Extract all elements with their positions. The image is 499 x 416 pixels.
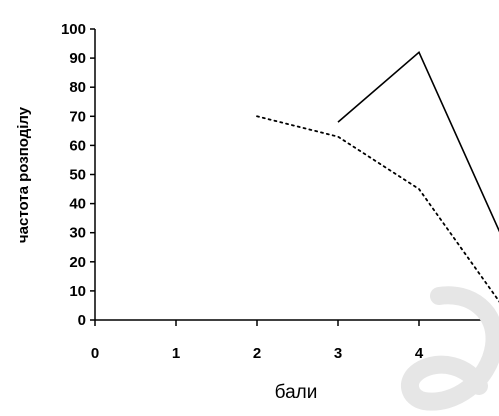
y-tick-label: 60 (69, 137, 86, 154)
y-tick-label: 90 (69, 50, 86, 67)
y-tick-label: 0 (78, 312, 86, 329)
plot-series (257, 52, 499, 302)
y-tick-label: 100 (61, 21, 86, 38)
series-line-1 (338, 52, 499, 232)
y-tick-label: 40 (69, 196, 86, 213)
y-tick-label: 50 (69, 167, 86, 184)
x-tick-label: 4 (415, 345, 424, 362)
y-axis-title: частота розподілу (15, 106, 32, 243)
y-tick-label: 70 (69, 108, 86, 125)
x-axis: 012345 (91, 320, 499, 362)
y-axis: 0 10 20 30 40 50 60 70 80 90 100 (61, 21, 95, 329)
y-tick-label: 10 (69, 283, 86, 300)
x-tick-label: 3 (334, 345, 342, 362)
x-axis-title: бали (275, 382, 318, 403)
x-tick-label: 0 (91, 345, 99, 362)
y-tick-label: 30 (69, 225, 86, 242)
x-tick-label: 1 (172, 345, 180, 362)
series-line-2 (257, 116, 499, 302)
y-tick-label: 80 (69, 79, 86, 96)
x-tick-label: 2 (253, 345, 261, 362)
y-tick-label: 20 (69, 254, 86, 271)
